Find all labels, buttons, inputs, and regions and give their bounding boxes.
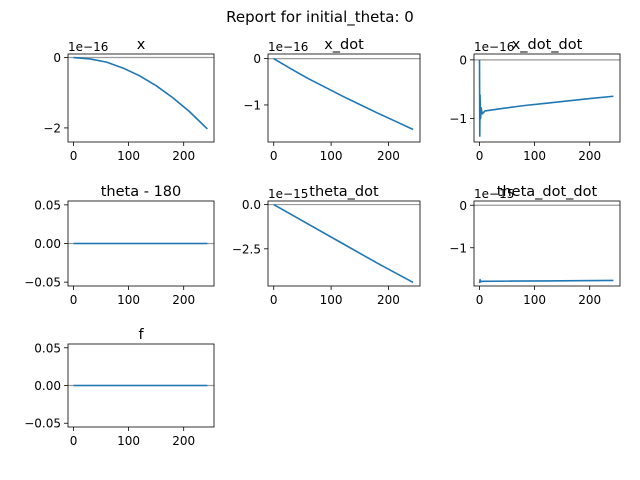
x-tick-label: 0 bbox=[476, 149, 484, 163]
subplot-title: theta_dot_dot bbox=[497, 184, 598, 200]
x-tick-label: 0 bbox=[476, 293, 484, 307]
x-tick-label: 0 bbox=[70, 434, 78, 448]
subplot-title: x bbox=[137, 37, 146, 53]
y-tick-label: −1 bbox=[449, 112, 467, 126]
x-tick-label: 0 bbox=[270, 149, 278, 163]
subplot-x-dot-dot: 0 100 200 0 −1 1e−16x_dot_dot bbox=[449, 37, 621, 163]
x-tick-label: 100 bbox=[523, 149, 546, 163]
report-title: Report for initial_theta: 0 bbox=[226, 8, 414, 27]
series-line-1 bbox=[273, 57, 414, 131]
subplot-x: 0 100 200 0 −2 1e−16 x bbox=[43, 37, 215, 163]
y-tick-label: −0.05 bbox=[24, 276, 61, 290]
y-offset-label: 1e−15 bbox=[268, 187, 308, 201]
x-tick-label: 100 bbox=[523, 293, 546, 307]
y-tick-label: 0 bbox=[53, 51, 61, 65]
series-line-0 bbox=[73, 56, 208, 130]
y-tick-label: 0.0 bbox=[242, 198, 261, 212]
x-tick-label: 100 bbox=[320, 149, 343, 163]
x-tick-label: 100 bbox=[117, 293, 140, 307]
y-tick-label: −2.5 bbox=[232, 242, 261, 256]
y-tick-label: −2 bbox=[43, 121, 61, 135]
x-tick-label: 200 bbox=[377, 149, 400, 163]
x-tick-label: 200 bbox=[578, 293, 601, 307]
x-tick-label: 0 bbox=[270, 293, 278, 307]
y-tick-label: 0 bbox=[459, 199, 467, 213]
series-line-4 bbox=[273, 203, 414, 284]
axes-frame bbox=[473, 53, 621, 143]
subplot-title: theta - 180 bbox=[101, 184, 182, 200]
axes-frame bbox=[267, 200, 421, 287]
subplot-theta-dot: 0 100 200 0.0 −2.5 1e−15 theta_dot bbox=[232, 184, 421, 307]
x-tick-label: 0 bbox=[70, 149, 78, 163]
x-tick-label: 100 bbox=[117, 149, 140, 163]
x-tick-label: 200 bbox=[377, 293, 400, 307]
y-tick-label: 0.00 bbox=[34, 379, 61, 393]
x-tick-label: 100 bbox=[117, 434, 140, 448]
y-offset-label: 1e−16 bbox=[268, 40, 308, 54]
axes-frame bbox=[473, 200, 621, 287]
series-line-5 bbox=[478, 278, 614, 284]
y-tick-label: 0.00 bbox=[34, 237, 61, 251]
series-line-2 bbox=[478, 59, 614, 137]
y-tick-label: −1 bbox=[243, 98, 261, 112]
subplot-x-dot: 0 100 200 0 −1 1e−16 x_dot bbox=[243, 37, 421, 163]
subplot-title: theta_dot bbox=[309, 184, 379, 200]
subplot-title: f bbox=[138, 327, 144, 343]
y-tick-label: 0 bbox=[459, 53, 467, 67]
y-offset-label: 1e−16 bbox=[68, 40, 108, 54]
subplot-theta-180: 0 100 200 0.05 0.00 −0.05 theta - 180 bbox=[24, 184, 215, 307]
y-tick-label: 0.05 bbox=[34, 341, 61, 355]
x-tick-label: 200 bbox=[172, 149, 195, 163]
x-tick-label: 200 bbox=[172, 434, 195, 448]
x-tick-label: 200 bbox=[172, 293, 195, 307]
y-tick-label: −1 bbox=[449, 241, 467, 255]
axes-frame bbox=[267, 53, 421, 143]
subplot-title: x_dot bbox=[324, 37, 364, 53]
y-offset-label: 1e−16 bbox=[474, 40, 514, 54]
y-offset-label: 1e−15 bbox=[474, 187, 514, 201]
x-tick-label: 200 bbox=[578, 149, 601, 163]
y-tick-label: −0.05 bbox=[24, 417, 61, 431]
y-tick-label: 0.05 bbox=[34, 198, 61, 212]
subplot-f: 0 100 200 0.05 0.00 −0.05 f bbox=[24, 327, 215, 448]
x-tick-label: 0 bbox=[70, 293, 78, 307]
subplot-title: x_dot_dot bbox=[512, 37, 583, 53]
y-tick-label: 0 bbox=[253, 52, 261, 66]
axes-frame bbox=[67, 53, 215, 143]
x-tick-label: 100 bbox=[320, 293, 343, 307]
